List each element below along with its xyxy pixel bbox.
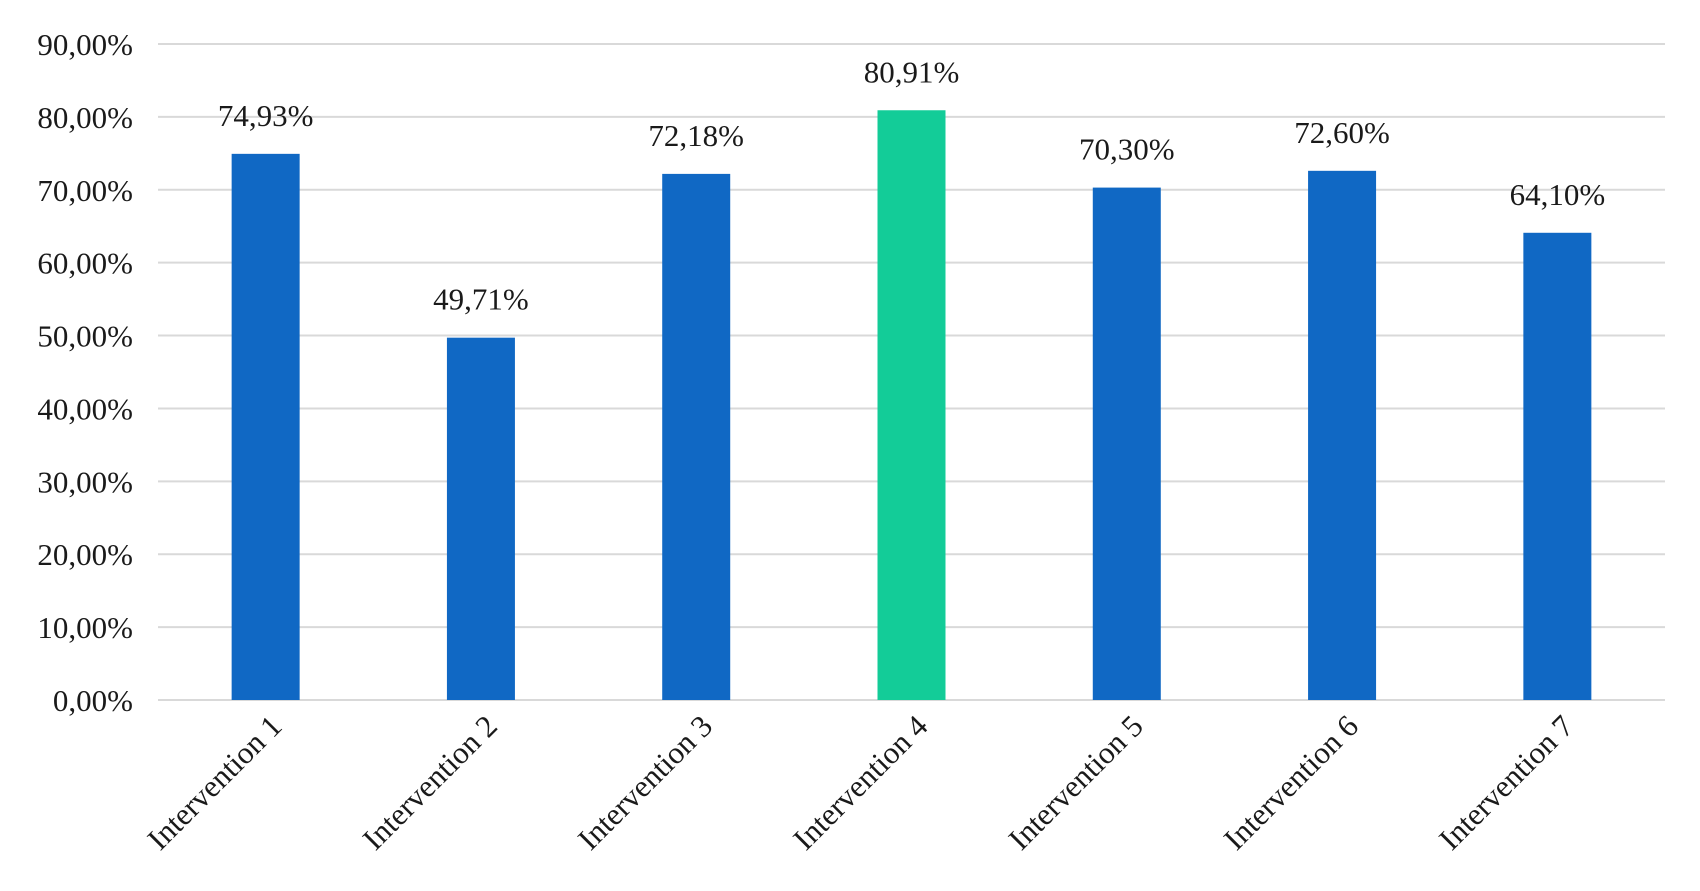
bar-4 — [877, 110, 946, 701]
y-tick-label: 30,00% — [37, 464, 133, 499]
y-tick-label: 90,00% — [37, 27, 133, 62]
data-label-7: 64,10% — [1510, 177, 1606, 212]
y-axis-tick-labels: 0,00% 10,00% 20,00% 30,00% 40,00% 50,00% 60,00… — [37, 27, 133, 718]
y-tick-label: 70,00% — [37, 173, 133, 208]
y-tick-label: 80,00% — [37, 100, 133, 135]
y-tick-label: 60,00% — [37, 246, 133, 281]
y-tick-label: 0,00% — [53, 683, 133, 718]
data-label-3: 72,18% — [648, 118, 744, 153]
x-category-label: Intervention 7 — [1432, 708, 1580, 856]
data-label-5: 70,30% — [1079, 132, 1175, 167]
x-category-label: Intervention 3 — [571, 708, 719, 856]
data-label-4: 80,91% — [864, 54, 960, 89]
x-category-label: Intervention 5 — [1001, 708, 1149, 856]
x-category-label: Intervention 1 — [140, 708, 288, 856]
bar-3 — [662, 173, 731, 700]
bar-6 — [1308, 170, 1377, 700]
data-labels: 74,93% 49,71% 72,18% 80,91% 70,30% 72,60% 64,1… — [218, 54, 1605, 316]
x-category-label: Intervention 6 — [1217, 708, 1365, 856]
data-label-1: 74,93% — [218, 98, 314, 133]
bars — [231, 110, 1592, 701]
y-tick-label: 10,00% — [37, 610, 133, 645]
y-tick-label: 50,00% — [37, 319, 133, 354]
y-tick-label: 40,00% — [37, 391, 133, 426]
x-axis-category-labels: Intervention 1 Intervention 2 Intervention… — [140, 708, 1580, 857]
bar-2 — [446, 337, 515, 700]
x-category-label: Intervention 4 — [786, 708, 935, 857]
bar-7 — [1523, 232, 1592, 700]
bar-1 — [231, 153, 300, 700]
data-label-2: 49,71% — [433, 282, 529, 317]
y-tick-label: 20,00% — [37, 537, 133, 572]
data-label-6: 72,60% — [1294, 115, 1390, 150]
bar-5 — [1092, 187, 1161, 700]
x-category-label: Intervention 2 — [356, 708, 504, 856]
